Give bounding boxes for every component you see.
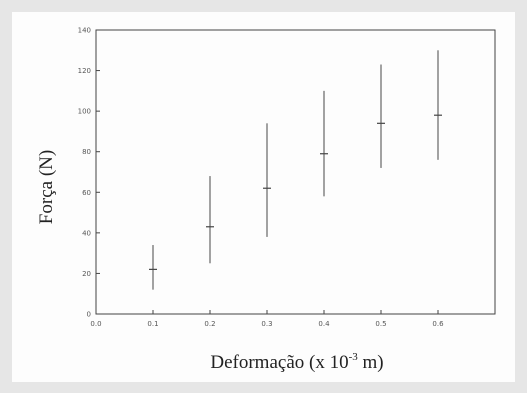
- x-tick-label: 0.3: [261, 320, 272, 328]
- x-axis-title: Deformação (x 10-3 m): [210, 351, 383, 373]
- x-tick-label: 0.5: [375, 320, 386, 328]
- y-tick-label: 140: [78, 27, 91, 35]
- y-axis-title: Força (N): [36, 150, 57, 224]
- x-tick-label: 0.4: [318, 320, 330, 328]
- x-tick-label: 0.2: [204, 320, 215, 328]
- y-tick-label: 60: [82, 189, 91, 197]
- y-tick-label: 120: [78, 67, 91, 75]
- chart-frame: 0.0 0.1 0.2 0.3 0.4 0.5 0.6 0 20 40 60 80 100 120 140…: [12, 12, 515, 382]
- y-tick-label: 40: [82, 229, 91, 237]
- plot-area: [95, 29, 496, 315]
- x-tick-label: 0.6: [432, 320, 444, 328]
- data-marks: [149, 50, 442, 290]
- y-axis-ticks: 0 20 40 60 80 100 120 140: [78, 27, 100, 319]
- y-tick-label: 100: [78, 108, 91, 116]
- chart: 0.0 0.1 0.2 0.3 0.4 0.5 0.6 0 20 40 60 80 100 120 140…: [36, 27, 496, 373]
- y-tick-label: 80: [82, 148, 91, 156]
- x-tick-label: 0.0: [90, 320, 101, 328]
- x-tick-label: 0.1: [147, 320, 158, 328]
- y-tick-label: 20: [82, 270, 91, 278]
- y-tick-label: 0: [87, 311, 91, 319]
- x-axis-ticks: 0.0 0.1 0.2 0.3 0.4 0.5 0.6: [90, 310, 444, 328]
